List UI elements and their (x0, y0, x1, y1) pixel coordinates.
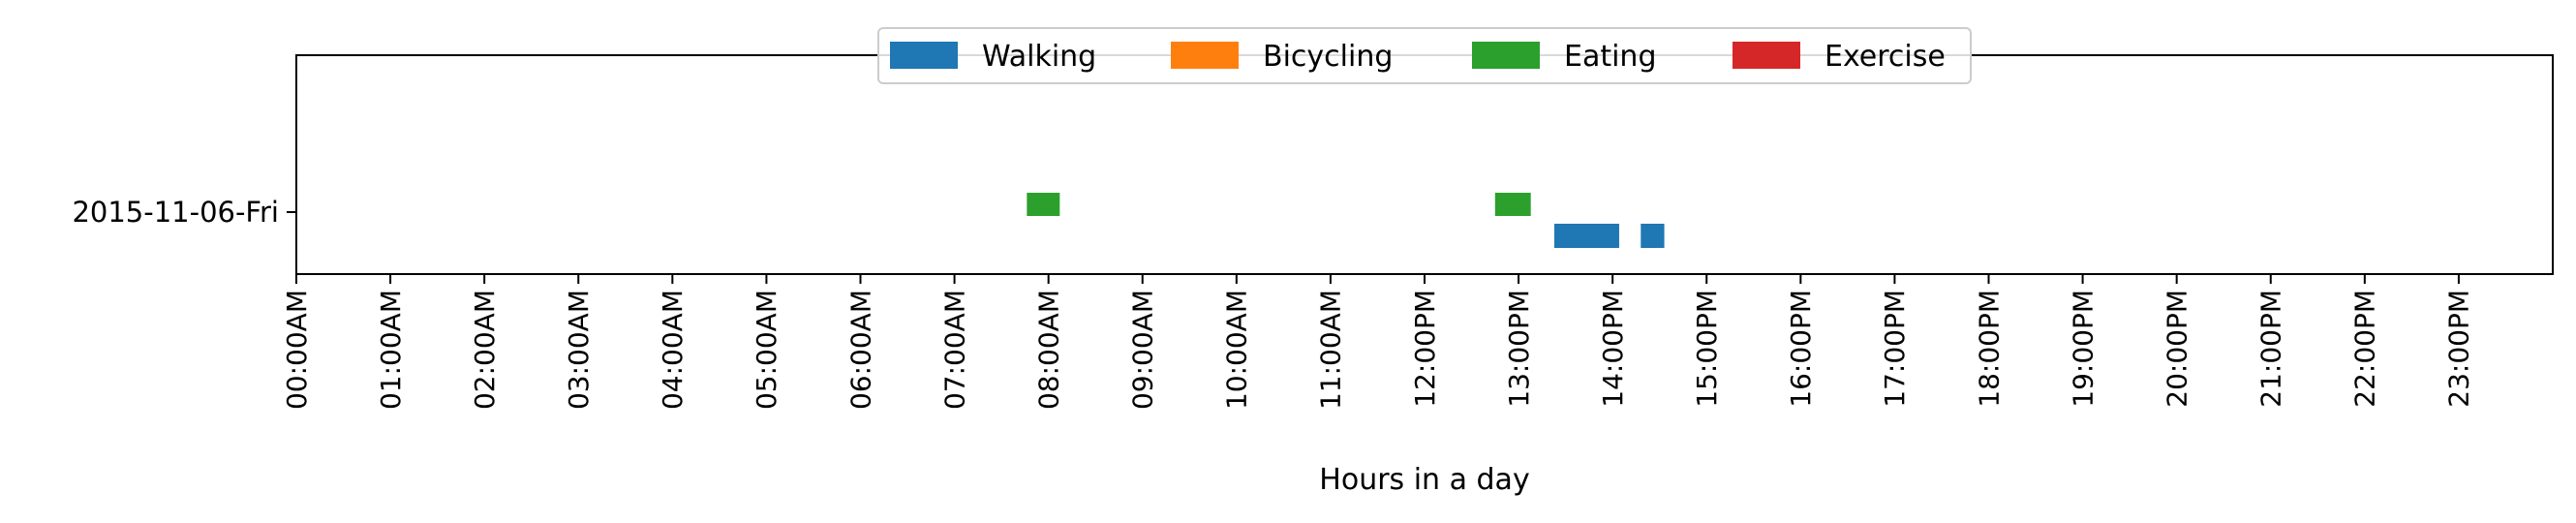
x-tick-label: 07:00AM (938, 290, 970, 410)
legend-label: Eating (1564, 40, 1657, 74)
x-axis-label: Hours in a day (1319, 463, 1529, 497)
x-tick-label: 17:00PM (1879, 290, 1911, 408)
x-tick-label: 05:00AM (751, 290, 782, 410)
exercise-legend-swatch (1733, 42, 1800, 69)
x-tick-label: 01:00AM (375, 290, 407, 410)
x-tick-label: 06:00AM (844, 290, 876, 410)
walking-bar (1641, 224, 1665, 248)
plot-area-frame (295, 54, 2554, 275)
x-tick-label: 15:00PM (1691, 290, 1723, 408)
x-tick-label: 14:00PM (1597, 290, 1629, 408)
x-tick-label: 09:00AM (1127, 290, 1159, 410)
walking-bar (1553, 224, 1619, 248)
eating-legend-swatch (1472, 42, 1540, 69)
legend-box (877, 27, 1972, 84)
legend-label: Exercise (1825, 40, 1946, 74)
bicycling-legend-swatch (1171, 42, 1239, 69)
x-tick-label: 02:00AM (469, 290, 501, 410)
x-tick-label: 12:00PM (1409, 290, 1441, 408)
x-tick-label: 11:00AM (1315, 290, 1347, 410)
y-tick-label: 2015-11-06-Fri (72, 196, 279, 229)
x-tick-label: 21:00PM (2255, 290, 2287, 408)
x-tick-label: 20:00PM (2161, 290, 2193, 408)
x-tick-label: 19:00PM (2067, 290, 2099, 408)
x-tick-label: 08:00AM (1032, 290, 1064, 410)
x-tick-label: 22:00PM (2349, 290, 2381, 408)
x-tick-label: 16:00PM (1785, 290, 1817, 408)
x-tick-label: 13:00PM (1503, 290, 1535, 408)
eating-bar (1494, 193, 1531, 216)
legend-label: Walking (982, 40, 1096, 74)
eating-bar (1027, 193, 1060, 216)
walking-legend-swatch (890, 42, 958, 69)
x-tick-label: 23:00PM (2443, 290, 2475, 408)
legend-label: Bicycling (1263, 40, 1393, 74)
x-tick-label: 00:00AM (281, 290, 313, 410)
x-tick-label: 18:00PM (1973, 290, 2005, 408)
x-tick-label: 10:00AM (1221, 290, 1253, 410)
x-tick-label: 03:00AM (563, 290, 595, 410)
x-tick-label: 04:00AM (657, 290, 689, 410)
